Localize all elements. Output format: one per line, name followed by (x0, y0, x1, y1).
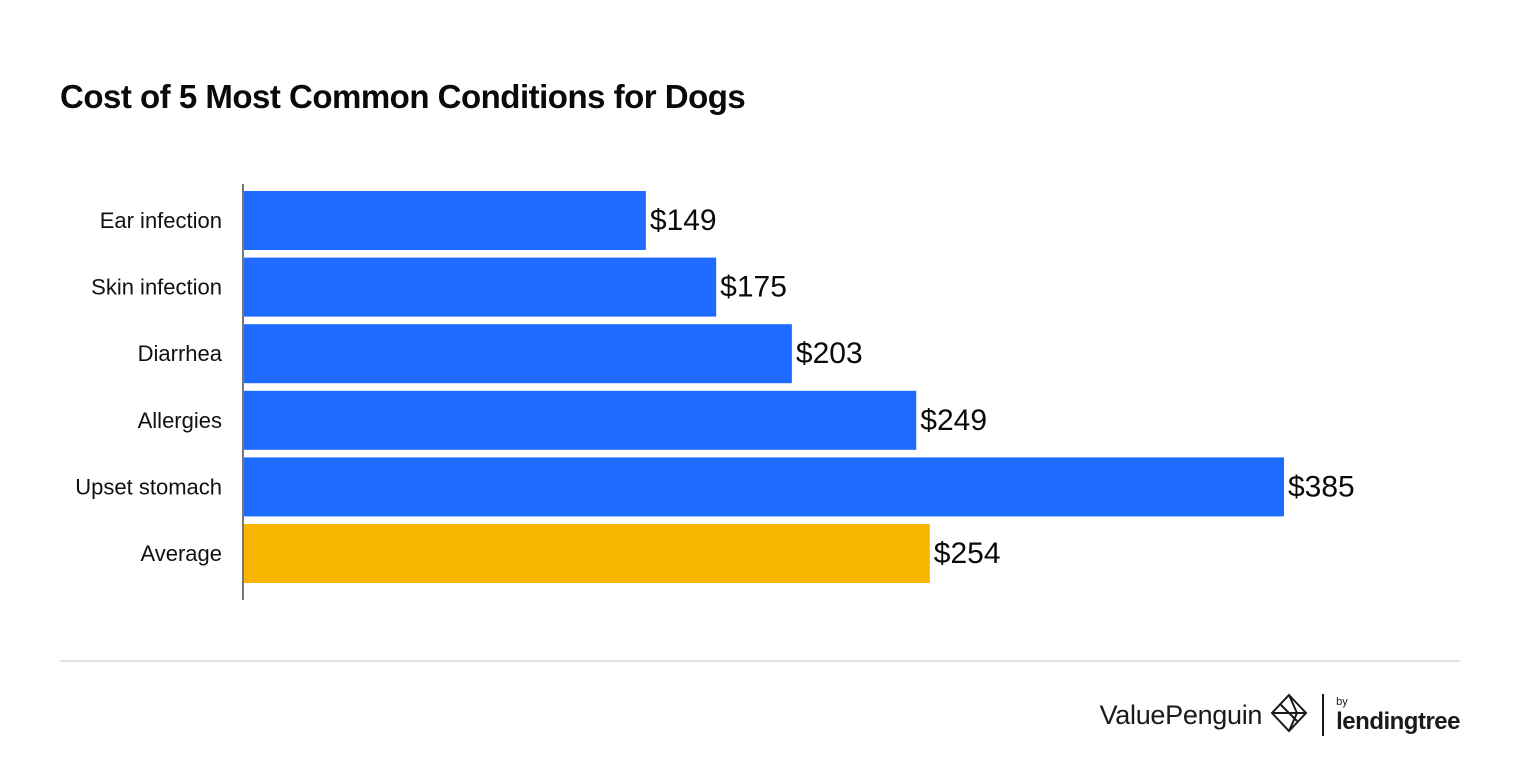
category-label: Upset stomach (75, 474, 222, 499)
valuepenguin-logo-icon (1270, 693, 1308, 738)
category-label: Average (140, 541, 222, 566)
bar-chart: Ear infection Skin infection Diarrhea Aller… (75, 184, 1355, 600)
lendingtree-by-label: by (1336, 695, 1348, 708)
footer-brand: ValuePenguin by lendingtree (1100, 690, 1460, 740)
bar-upset-stomach (243, 457, 1284, 517)
value-label: $385 (1288, 470, 1355, 503)
value-label: $203 (796, 337, 863, 370)
category-label: Ear infection (100, 208, 222, 233)
category-labels: Ear infection Skin infection Diarrhea Aller… (75, 208, 222, 566)
valuepenguin-wordmark: ValuePenguin (1099, 699, 1263, 730)
value-labels: $149 $175 $203 $249 $385 $254 (650, 204, 1355, 570)
value-label: $175 (720, 271, 787, 304)
bar-allergies (243, 390, 917, 450)
value-label: $254 (934, 537, 1001, 570)
lendingtree-wordmark: lendingtree (1336, 707, 1460, 735)
bar-ear-infection (243, 191, 646, 250)
bar-diarrhea (243, 324, 792, 384)
chart-title: Cost of 5 Most Common Conditions for Dog… (60, 78, 746, 115)
footer-divider (60, 660, 1460, 662)
lendingtree-logo: by lendingtree (1336, 695, 1460, 735)
bar-skin-infection (243, 257, 717, 317)
category-label: Skin infection (91, 275, 222, 300)
value-label: $149 (650, 204, 717, 237)
value-label: $249 (920, 404, 987, 437)
bar-average (243, 524, 930, 583)
category-label: Diarrhea (138, 341, 223, 366)
category-label: Allergies (138, 408, 222, 433)
brand-separator (1322, 694, 1325, 736)
bars-layer (243, 191, 1284, 583)
